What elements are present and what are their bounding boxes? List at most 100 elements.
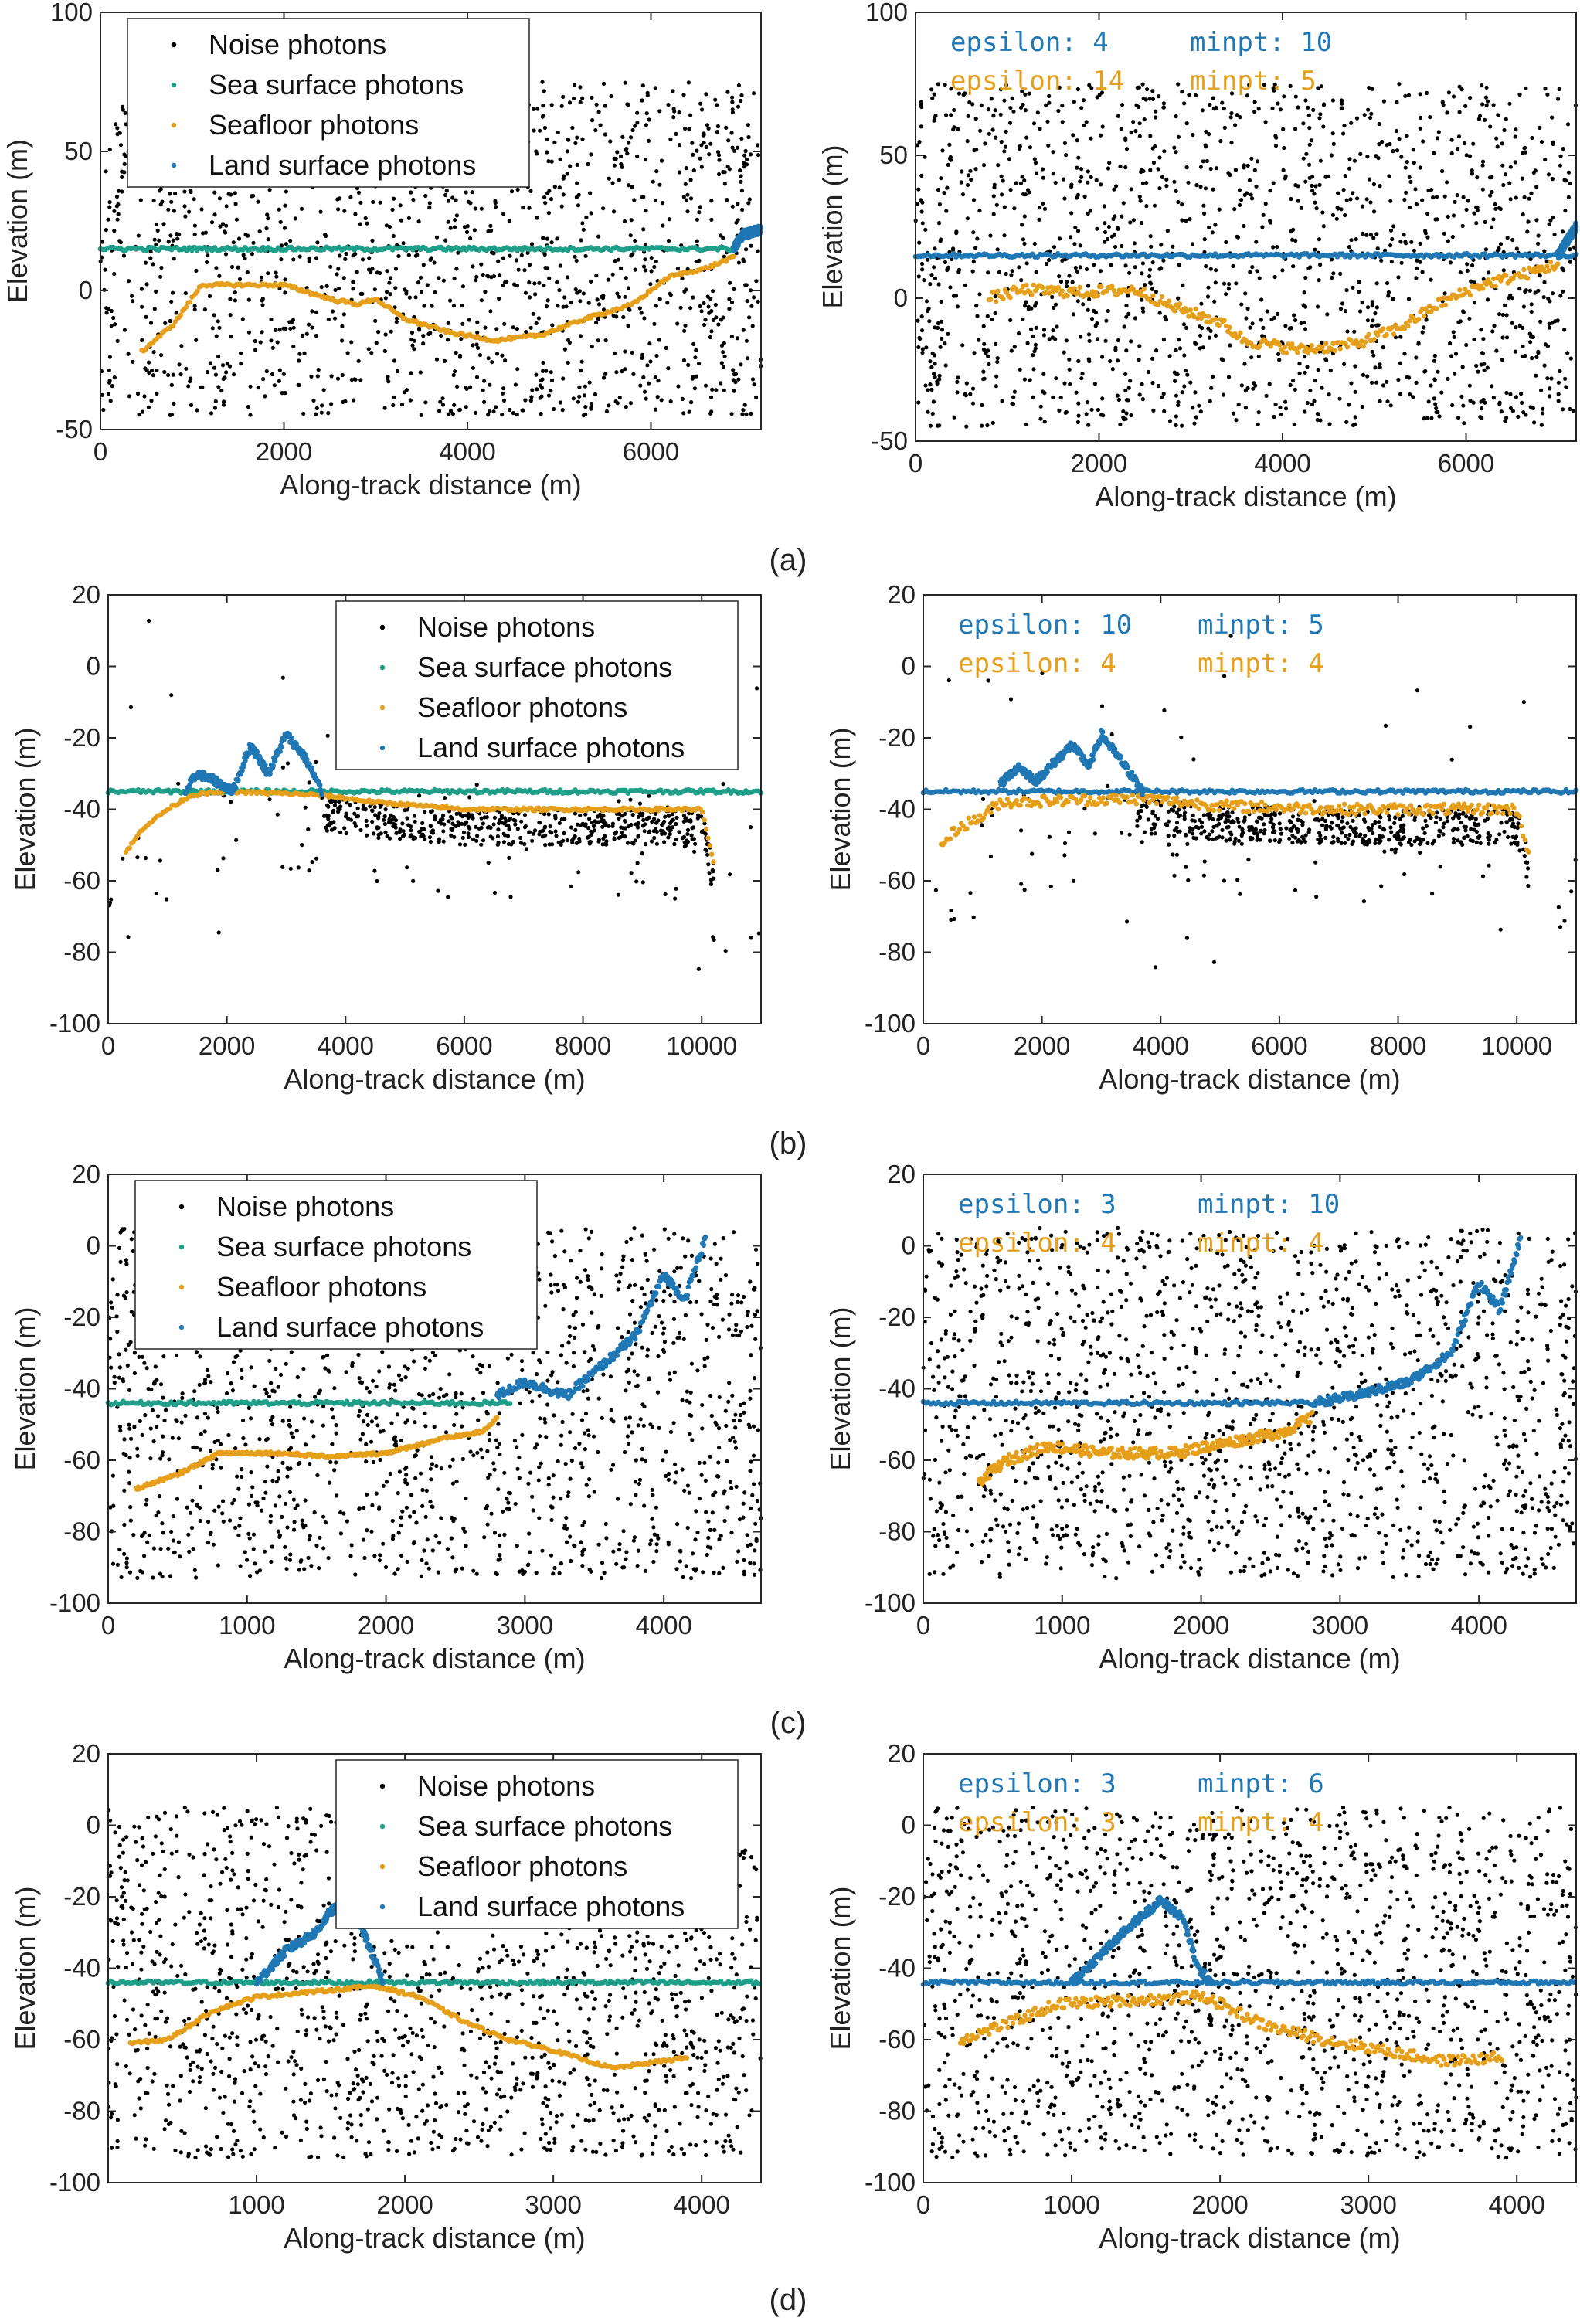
noise-point — [582, 393, 587, 398]
noise-point — [1208, 166, 1213, 172]
seafloor-point — [1188, 307, 1194, 313]
noise-point — [1147, 267, 1153, 272]
noise-point — [707, 871, 712, 875]
noise-point — [306, 827, 311, 832]
noise-point — [1069, 235, 1073, 240]
noise-point — [152, 237, 157, 242]
noise-point — [936, 282, 941, 287]
noise-point — [158, 274, 163, 279]
noise-point — [640, 851, 644, 856]
noise-point — [1402, 352, 1407, 356]
noise-point — [284, 326, 288, 331]
noise-point — [1514, 195, 1518, 200]
noise-point — [982, 341, 987, 346]
noise-point — [1123, 388, 1128, 393]
noise-point — [101, 407, 106, 413]
noise-point — [1536, 351, 1541, 355]
seafloor-point — [1405, 323, 1411, 329]
noise-point — [741, 328, 746, 332]
noise-point — [1208, 399, 1212, 403]
seafloor-point — [1524, 276, 1531, 281]
noise-point — [592, 828, 596, 833]
noise-point — [212, 313, 216, 318]
noise-point — [525, 250, 530, 255]
noise-point — [1413, 187, 1418, 192]
noise-point — [1471, 141, 1476, 146]
noise-point — [275, 812, 280, 817]
noise-point — [933, 246, 937, 251]
noise-point — [502, 321, 507, 326]
noise-point — [341, 276, 346, 280]
noise-point — [641, 264, 647, 269]
noise-point — [1082, 123, 1086, 127]
y-axis-label: Elevation (m) — [817, 144, 848, 308]
noise-point — [1062, 196, 1067, 201]
noise-point — [307, 868, 311, 873]
noise-point — [176, 781, 181, 786]
noise-point — [159, 265, 164, 270]
noise-point — [1303, 409, 1307, 414]
noise-point — [1021, 237, 1025, 242]
noise-point — [626, 324, 630, 328]
seafloor-point — [1422, 314, 1427, 319]
noise-point — [1233, 168, 1238, 172]
noise-point — [668, 293, 673, 297]
noise-point — [266, 216, 270, 221]
noise-point — [996, 163, 1001, 168]
noise-point — [1557, 87, 1561, 91]
noise-point — [457, 407, 463, 413]
noise-point — [1202, 211, 1207, 216]
noise-point — [1313, 379, 1317, 383]
noise-point — [1432, 378, 1437, 382]
noise-point — [730, 145, 735, 150]
noise-point — [1547, 222, 1551, 226]
noise-point — [1546, 172, 1551, 177]
noise-point — [1523, 289, 1527, 294]
noise-point — [1122, 324, 1126, 329]
noise-point — [355, 270, 359, 274]
noise-point — [1422, 325, 1426, 330]
noise-point — [647, 117, 651, 122]
noise-point — [372, 287, 377, 292]
noise-point — [1491, 103, 1496, 107]
noise-point — [1132, 241, 1137, 246]
noise-point — [531, 311, 535, 316]
noise-point — [203, 230, 208, 235]
noise-point — [1550, 115, 1555, 120]
noise-point — [1144, 204, 1149, 209]
noise-point — [511, 325, 515, 330]
noise-point — [1542, 363, 1547, 368]
noise-point — [1406, 297, 1412, 301]
noise-point — [425, 283, 430, 287]
noise-point — [396, 253, 401, 259]
noise-point — [648, 282, 653, 287]
noise-point — [1368, 200, 1373, 205]
noise-point — [1418, 260, 1422, 264]
noise-point — [680, 277, 685, 281]
noise-point — [248, 384, 253, 389]
noise-point — [690, 141, 695, 145]
noise-point — [429, 256, 433, 260]
noise-point — [500, 353, 505, 358]
noise-point — [560, 408, 565, 413]
noise-point — [704, 848, 708, 853]
noise-point — [307, 256, 311, 260]
noise-point — [636, 814, 641, 819]
noise-point — [109, 323, 114, 328]
noise-point — [328, 264, 333, 269]
noise-point — [643, 268, 647, 273]
noise-point — [980, 403, 984, 408]
noise-point — [1088, 209, 1092, 213]
noise-point — [152, 307, 157, 311]
noise-point — [919, 124, 923, 129]
noise-point — [1126, 386, 1131, 390]
noise-point — [1231, 411, 1236, 416]
noise-point — [103, 267, 107, 272]
noise-point — [1265, 309, 1269, 314]
noise-point — [696, 967, 702, 971]
noise-point — [684, 287, 688, 292]
noise-point — [151, 373, 155, 378]
noise-point — [1381, 99, 1386, 104]
noise-point — [1317, 116, 1322, 121]
noise-point — [675, 321, 680, 326]
